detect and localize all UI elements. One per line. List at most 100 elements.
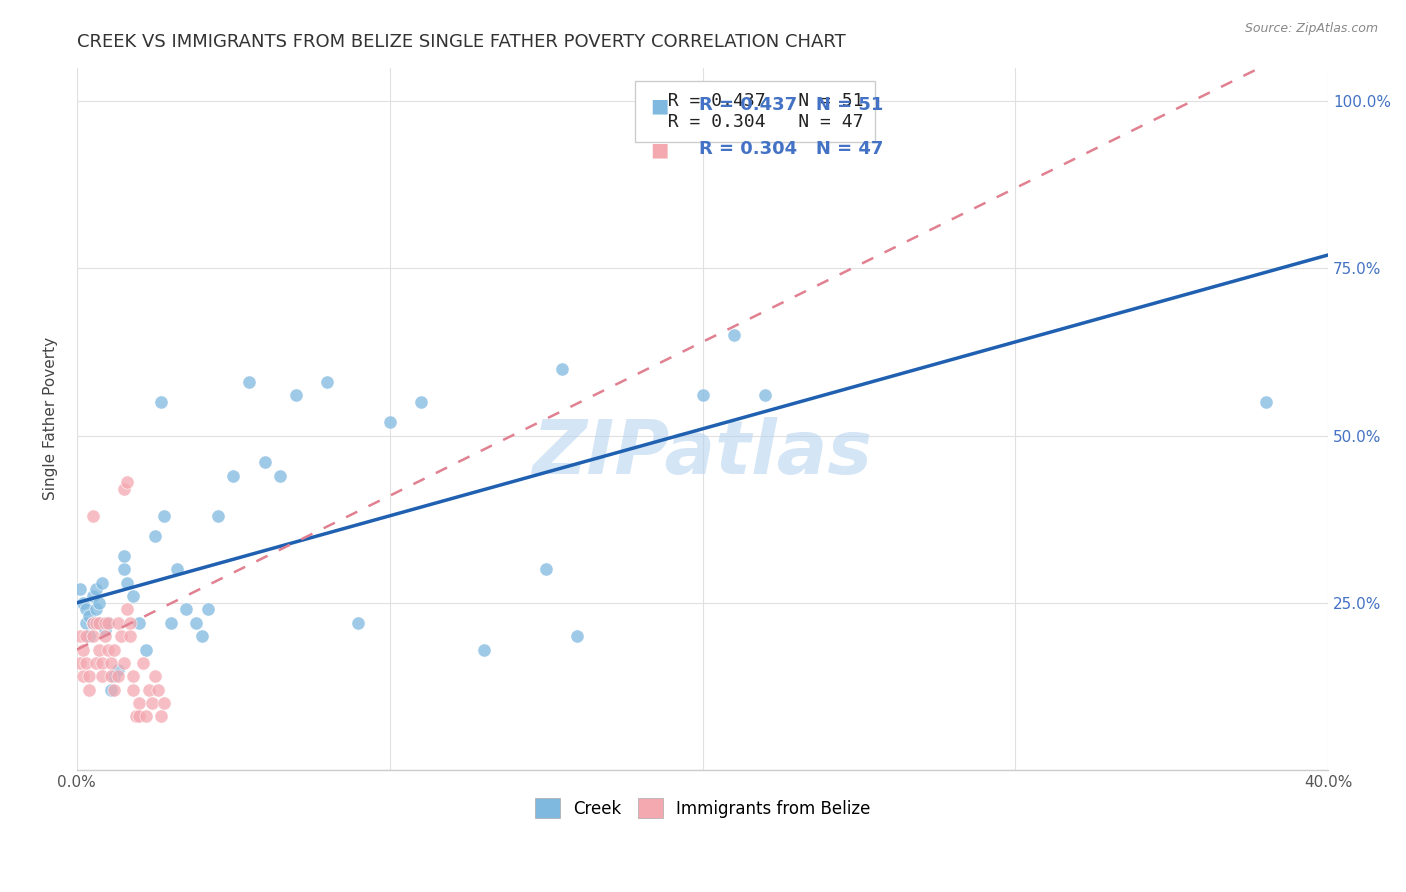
Point <box>84 602 107 616</box>
Point <box>138 682 160 697</box>
Point <box>84 615 107 630</box>
Point <box>69 629 91 643</box>
Point <box>347 615 370 630</box>
Point <box>409 395 432 409</box>
Point <box>82 615 104 630</box>
Point <box>82 629 104 643</box>
Point <box>197 602 219 616</box>
Point <box>378 415 401 429</box>
Point <box>107 663 129 677</box>
Point <box>75 602 97 616</box>
Text: R = 0.437   N = 51: R = 0.437 N = 51 <box>699 96 883 114</box>
Point <box>79 669 101 683</box>
Point <box>107 615 129 630</box>
Point <box>143 529 166 543</box>
Point <box>79 629 101 643</box>
Point <box>472 642 495 657</box>
Point <box>692 388 714 402</box>
Point <box>97 615 120 630</box>
Point <box>128 615 150 630</box>
Text: ZIPatlas: ZIPatlas <box>533 417 873 491</box>
Point <box>316 375 339 389</box>
Point <box>72 596 94 610</box>
Text: Source: ZipAtlas.com: Source: ZipAtlas.com <box>1244 22 1378 36</box>
Point <box>112 482 135 496</box>
Point <box>87 615 110 630</box>
Point <box>153 508 176 523</box>
Point <box>176 602 198 616</box>
Point <box>94 629 117 643</box>
Point <box>87 615 110 630</box>
Point <box>128 696 150 710</box>
Point <box>122 669 145 683</box>
Point <box>82 508 104 523</box>
Point <box>122 589 145 603</box>
Point <box>125 709 148 723</box>
Point <box>69 582 91 597</box>
Point <box>118 615 141 630</box>
Text: CREEK VS IMMIGRANTS FROM BELIZE SINGLE FATHER POVERTY CORRELATION CHART: CREEK VS IMMIGRANTS FROM BELIZE SINGLE F… <box>77 33 845 51</box>
Point <box>75 656 97 670</box>
Point <box>534 562 557 576</box>
Point <box>90 656 112 670</box>
Point <box>141 696 163 710</box>
Point <box>222 468 245 483</box>
Point <box>238 375 260 389</box>
Point <box>153 696 176 710</box>
Point <box>72 642 94 657</box>
Y-axis label: Single Father Poverty: Single Father Poverty <box>44 337 58 500</box>
Point <box>551 361 574 376</box>
Point <box>150 395 173 409</box>
Point <box>94 623 117 637</box>
Point <box>90 575 112 590</box>
Point <box>87 642 110 657</box>
Point <box>84 582 107 597</box>
Point <box>90 669 112 683</box>
Point <box>115 602 138 616</box>
Point <box>184 615 207 630</box>
Text: R = 0.437   N = 51
  R = 0.304   N = 47: R = 0.437 N = 51 R = 0.304 N = 47 <box>647 92 863 131</box>
Point <box>754 388 776 402</box>
Point <box>115 475 138 490</box>
Point <box>75 615 97 630</box>
Point <box>112 656 135 670</box>
Point <box>82 615 104 630</box>
Point <box>148 682 170 697</box>
Point <box>103 642 125 657</box>
Point <box>567 629 589 643</box>
Point <box>284 388 307 402</box>
Point <box>100 682 122 697</box>
Point <box>143 669 166 683</box>
Point <box>82 589 104 603</box>
Point <box>118 629 141 643</box>
Point <box>166 562 188 576</box>
Point <box>112 549 135 563</box>
Point <box>723 328 745 343</box>
Text: R = 0.304   N = 47: R = 0.304 N = 47 <box>699 140 883 158</box>
Point <box>87 596 110 610</box>
Point <box>100 669 122 683</box>
Point <box>103 682 125 697</box>
Point <box>115 575 138 590</box>
Point <box>103 669 125 683</box>
Point <box>128 709 150 723</box>
Point <box>107 669 129 683</box>
Point <box>79 609 101 624</box>
Point <box>84 656 107 670</box>
Point <box>135 709 157 723</box>
Point <box>110 629 132 643</box>
Point <box>269 468 291 483</box>
Point <box>122 682 145 697</box>
Point <box>72 669 94 683</box>
Point <box>79 682 101 697</box>
Point <box>75 629 97 643</box>
Point <box>97 615 120 630</box>
Point <box>131 656 153 670</box>
Point <box>69 656 91 670</box>
Point <box>135 642 157 657</box>
Point <box>150 709 173 723</box>
Point <box>191 629 214 643</box>
Legend: Creek, Immigrants from Belize: Creek, Immigrants from Belize <box>527 791 877 825</box>
Point <box>1254 395 1277 409</box>
Text: ■: ■ <box>650 96 668 115</box>
